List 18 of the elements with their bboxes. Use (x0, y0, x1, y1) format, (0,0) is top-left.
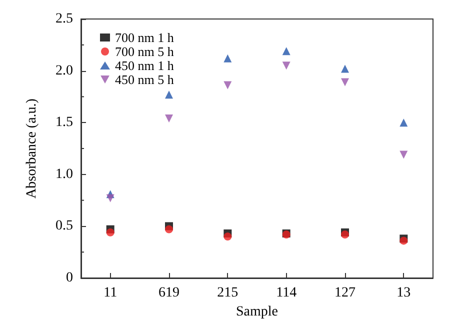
legend-label: 450 nm 1 h (115, 58, 174, 73)
legend-label: 700 nm 5 h (115, 44, 174, 59)
legend-label: 700 nm 1 h (115, 30, 174, 45)
y-tick-label: 1.0 (56, 166, 73, 182)
x-tick-label: 619 (158, 286, 180, 300)
x-tick-label: 11 (104, 286, 118, 300)
y-tick-label: 0 (66, 270, 73, 286)
y-tick-label: 1.5 (56, 115, 73, 130)
y-tick-label: 2.0 (56, 63, 73, 78)
y-axis-title: Absorbance (a.u.) (24, 98, 40, 198)
y-tick-label: 2.5 (56, 12, 73, 26)
x-tick-label: 13 (396, 286, 411, 300)
y-tick-label: 0.5 (56, 218, 73, 234)
x-tick-label: 127 (334, 286, 356, 300)
x-tick-label: 114 (276, 286, 297, 300)
legend-label: 450 nm 5 h (115, 72, 174, 87)
x-axis-title: Sample (236, 304, 278, 320)
x-tick-label: 215 (217, 286, 238, 300)
